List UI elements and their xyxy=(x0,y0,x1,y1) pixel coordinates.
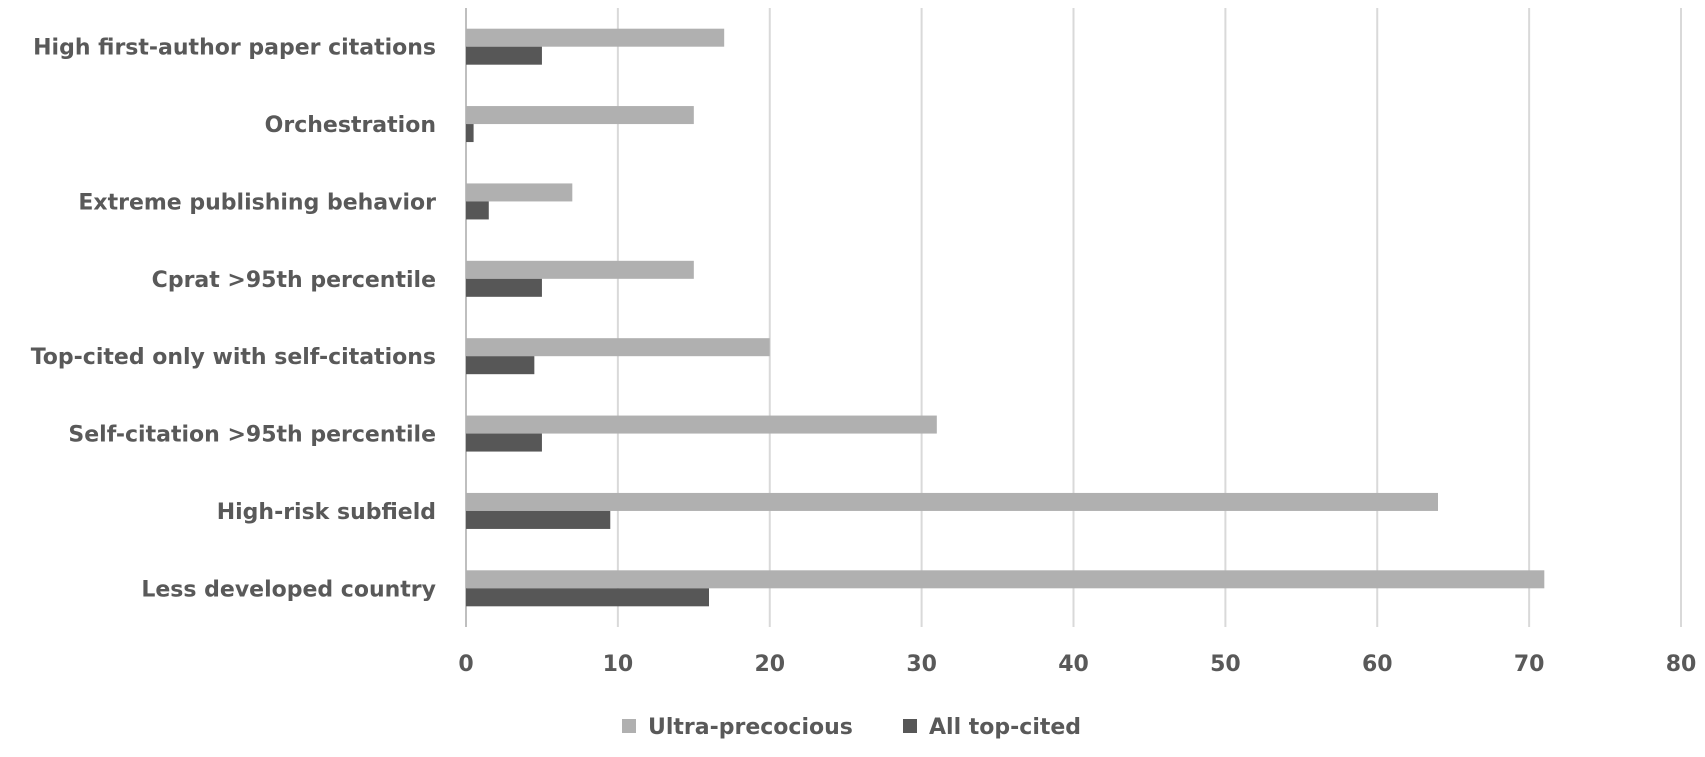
legend-label-all-top-cited: All top-cited xyxy=(929,715,1081,740)
category-label-high-first-author-paper-citations: High first-author paper citations xyxy=(33,36,436,61)
bar-all-top-cited-high-risk-subfield xyxy=(466,510,611,529)
bar-ultra-precocious-extreme-publishing-behavior xyxy=(466,183,573,202)
bar-all-top-cited-orchestration xyxy=(466,124,474,143)
bar-ultra-precocious-less-developed-country xyxy=(466,570,1545,589)
legend-item-ultra-precocious: Ultra-precocious xyxy=(622,715,853,740)
bar-all-top-cited-extreme-publishing-behavior xyxy=(466,201,489,220)
bar-all-top-cited-top-cited-only-with-self-citations xyxy=(466,356,535,375)
category-label-cprat-95th-percentile: Cprat >95th percentile xyxy=(152,268,436,293)
bar-all-top-cited-self-citation-95th-percentile xyxy=(466,433,542,452)
category-labels: High first-author paper citations Orchest… xyxy=(31,36,436,603)
legend-item-all-top-cited: All top-cited xyxy=(903,715,1081,740)
bar-all-top-cited-less-developed-country xyxy=(466,588,709,607)
x-tick-label-10: 10 xyxy=(603,652,634,677)
bar-ultra-precocious-cprat-95th-percentile xyxy=(466,260,694,279)
category-label-self-citation-95th-percentile: Self-citation >95th percentile xyxy=(68,423,436,448)
bar-ultra-precocious-high-first-author-paper-citations xyxy=(466,28,725,47)
legend: Ultra-precocious All top-cited xyxy=(622,715,1081,740)
bar-ultra-precocious-orchestration xyxy=(466,106,694,125)
bar-ultra-precocious-high-risk-subfield xyxy=(466,492,1438,511)
x-tick-label-50: 50 xyxy=(1210,652,1241,677)
x-tick-label-40: 40 xyxy=(1058,652,1089,677)
legend-swatch-ultra-precocious xyxy=(622,719,636,733)
category-label-extreme-publishing-behavior: Extreme publishing behavior xyxy=(78,190,436,215)
x-axis-tick-labels: 0 10 20 30 40 50 60 70 80 xyxy=(458,652,1696,677)
x-tick-label-0: 0 xyxy=(458,652,473,677)
category-label-orchestration: Orchestration xyxy=(265,113,436,138)
category-label-top-cited-only-with-self-citations: Top-cited only with self-citations xyxy=(31,345,436,370)
category-label-high-risk-subfield: High-risk subfield xyxy=(217,500,436,525)
x-tick-label-60: 60 xyxy=(1362,652,1393,677)
category-label-less-developed-country: Less developed country xyxy=(141,577,436,602)
x-tick-label-20: 20 xyxy=(754,652,785,677)
x-tick-label-80: 80 xyxy=(1666,652,1697,677)
x-tick-label-70: 70 xyxy=(1514,652,1545,677)
legend-label-ultra-precocious: Ultra-precocious xyxy=(648,715,853,740)
bar-all-top-cited-cprat-95th-percentile xyxy=(466,278,542,297)
legend-swatch-all-top-cited xyxy=(903,719,917,733)
bar-all-top-cited-high-first-author-paper-citations xyxy=(466,46,542,65)
bars xyxy=(466,28,1545,607)
x-tick-label-30: 30 xyxy=(906,652,937,677)
bar-ultra-precocious-self-citation-95th-percentile xyxy=(466,415,937,434)
bar-ultra-precocious-top-cited-only-with-self-citations xyxy=(466,338,770,357)
gridlines xyxy=(465,8,1682,627)
